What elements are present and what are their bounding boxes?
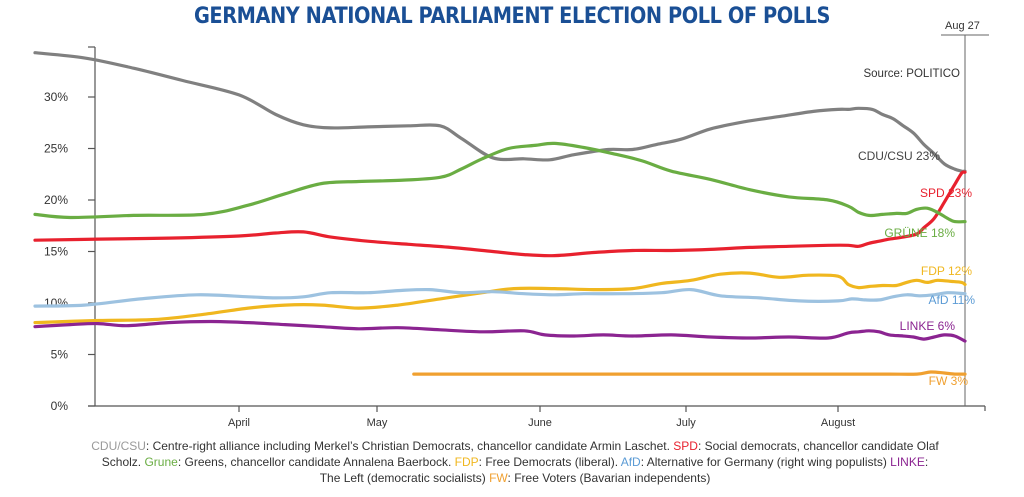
end-label-fw: FW 3%	[929, 374, 969, 388]
end-label-afd: AfD 11%	[929, 293, 976, 307]
footnote-term: LINKE	[890, 455, 925, 469]
x-tick-label: July	[676, 417, 696, 429]
footnote-term: FW	[489, 471, 508, 485]
end-date-label: Aug 27	[945, 20, 980, 32]
footnote-term: AfD	[620, 455, 641, 469]
end-label-linke: LINKE 6%	[900, 319, 956, 333]
x-tick-label: May	[367, 417, 388, 429]
footnote-text: : Alternative for Germany (right wing po…	[640, 455, 891, 469]
chart-title: GERMANY NATIONAL PARLIAMENT ELECTION POL…	[193, 4, 831, 29]
end-label-grne: GRÜNE 18%	[884, 226, 955, 240]
series-line-fdp	[33, 271, 967, 325]
y-tick-label: 25%	[44, 142, 68, 156]
footnote-term: CDU/CSU	[91, 439, 146, 453]
footnote-text: : Greens, chancellor candidate Annalena …	[177, 455, 455, 469]
y-tick-label: 30%	[44, 90, 68, 104]
footnote-text: : Social democrats, chancellor candidate…	[101, 439, 939, 469]
footnote: CDU/CSU: Centre-right alliance including…	[90, 438, 940, 486]
footnote-text: : Centre-right alliance including Merkel…	[145, 439, 674, 453]
series-line-afd	[33, 287, 967, 308]
y-tick-label: 20%	[44, 193, 68, 207]
footnote-term: FDP	[454, 455, 479, 469]
source-note: Source: POLITICO	[863, 68, 960, 80]
end-label-cducsu: CDU/CSU 23%	[858, 149, 940, 163]
y-tick-label: 10%	[44, 296, 68, 310]
series-line-grne	[33, 141, 967, 224]
x-tick-label: June	[528, 417, 552, 429]
end-label-fdp: FDP 12%	[921, 264, 972, 278]
footnote-text: : Free Voters (Bavarian independents)	[507, 471, 711, 485]
y-tick-label: 5%	[51, 348, 69, 362]
series-lines	[33, 51, 967, 376]
footnote-text: : The Left (democratic socialists)	[319, 455, 929, 485]
axes: 0% 5% 10% 15% 20% 25% 30% April May June July Augus…	[44, 20, 989, 429]
series-end-labels: CDU/CSU 23% SPD 23% GRÜNE 18% FDP 12% AfD 11…	[858, 149, 975, 388]
x-tick-label: April	[228, 417, 250, 429]
series-line-linke	[33, 319, 967, 343]
end-label-spd: SPD 23%	[920, 186, 972, 200]
series-line-cducsu	[33, 51, 967, 173]
footnote-term: Grune	[144, 455, 178, 469]
series-line-spd	[33, 170, 967, 258]
footnote-term: SPD	[673, 439, 698, 453]
y-tick-label: 0%	[51, 399, 69, 413]
x-tick-label: August	[821, 417, 855, 429]
footnote-text: : Free Democrats (liberal).	[478, 455, 621, 469]
series-line-fw	[412, 370, 967, 376]
y-tick-label: 15%	[44, 245, 68, 259]
